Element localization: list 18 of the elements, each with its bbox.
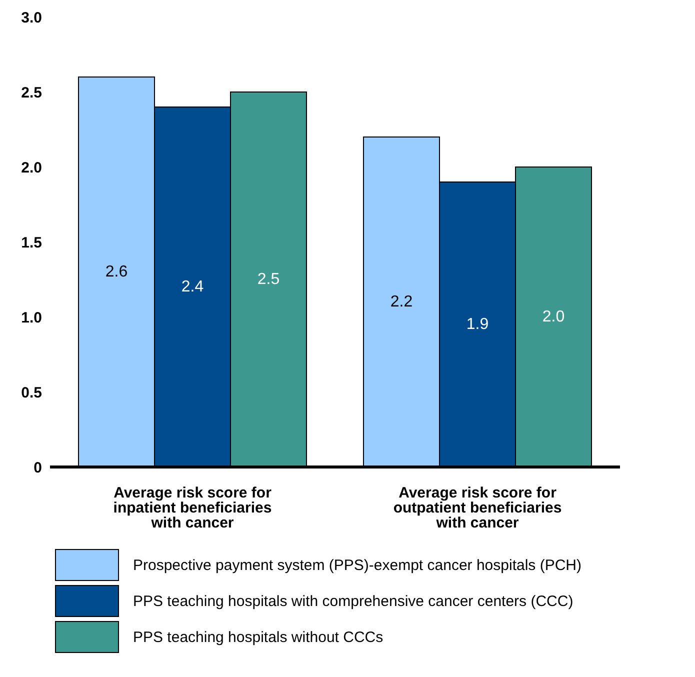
data-label: 2.6 bbox=[105, 264, 128, 280]
y-tick-label: 1.5 bbox=[21, 234, 42, 252]
y-tick-label: 2.5 bbox=[21, 84, 42, 102]
y-tick-label: 2.0 bbox=[21, 159, 42, 176]
y-tick-label: 3.0 bbox=[21, 9, 42, 26]
y-tick-label: 0.5 bbox=[21, 384, 42, 402]
legend-label: PPS teaching hospitals with comprehensive cancer centers (CCC) bbox=[133, 592, 574, 610]
y-tick-label: 1.0 bbox=[21, 309, 42, 326]
y-tick-label: 0 bbox=[34, 459, 42, 476]
x-tick-label: Average risk score for inpatient beneficiaries with cancer bbox=[113, 484, 272, 532]
legend-label: Prospective payment system (PPS)-exempt cancer hospitals (PCH) bbox=[133, 556, 582, 574]
data-label: 1.9 bbox=[466, 316, 489, 333]
data-label: 2.0 bbox=[542, 308, 565, 326]
data-label: 2.4 bbox=[181, 278, 204, 296]
x-tick-label: Average risk score for outpatient beneficiaries with cancer bbox=[393, 484, 562, 532]
data-label: 2.5 bbox=[257, 271, 280, 288]
data-label: 2.2 bbox=[390, 294, 413, 310]
legend-label: PPS teaching hospitals without CCCs bbox=[133, 628, 384, 646]
